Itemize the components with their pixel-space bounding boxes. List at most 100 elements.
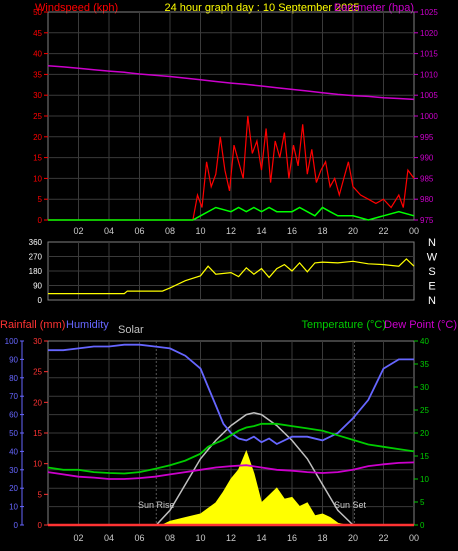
humidity-y-tick-label: 60: [9, 411, 18, 420]
temp-y-tick-label: 40: [420, 337, 429, 346]
wind-y-tick-label: 25: [33, 112, 42, 121]
wind-y-tick-label: 35: [33, 70, 42, 79]
temp-y-tick-label: 10: [420, 475, 429, 484]
rainfall-label: Rainfall (mm): [0, 319, 65, 331]
humidity-y-tick-label: 90: [9, 355, 18, 364]
x-tick-label: 18: [317, 533, 327, 543]
x-tick-label: 08: [165, 226, 175, 236]
x-tick-label: 06: [134, 226, 144, 236]
grid-lines: [48, 12, 414, 525]
humidity-y-tick-label: 80: [9, 374, 18, 383]
wind-y-tick-label: 40: [33, 50, 42, 59]
x-tick-label: 10: [195, 533, 205, 543]
barometer-title: Barometer (hpa): [334, 2, 414, 14]
baro-y-tick-label: 985: [420, 174, 434, 183]
temp-y-tick-label: 25: [420, 406, 429, 415]
x-tick-label: 22: [378, 533, 388, 543]
solar-radiation-area: [162, 449, 346, 526]
windspeed-line: [48, 115, 415, 221]
humidity-y-tick-label: 70: [9, 392, 18, 401]
x-tick-label: 20: [348, 226, 358, 236]
temp-y-tick-label: 35: [420, 360, 429, 369]
direction-y-tick-label: 270: [29, 253, 43, 262]
x-tick-label: 14: [256, 533, 266, 543]
humidity-y-tick-label: 20: [9, 484, 18, 493]
x-tick-label: 04: [104, 533, 114, 543]
humidity-y-tick-label: 0: [14, 521, 19, 530]
wind-y-tick-label: 5: [38, 195, 43, 204]
compass-label: E: [428, 281, 435, 293]
sunrise-label: Sun Rise: [138, 500, 175, 510]
sunset-label: Sun Set: [334, 500, 367, 510]
x-tick-label: 04: [104, 226, 114, 236]
compass-label: N: [428, 237, 436, 249]
temperature-label: Temperature (°C): [302, 319, 386, 331]
solar-max-curve: [155, 412, 354, 526]
x-tick-label: 00: [409, 226, 419, 236]
baro-y-tick-label: 990: [420, 154, 434, 163]
dewpoint-line: [47, 461, 415, 480]
direction-y-tick-label: 360: [29, 238, 43, 247]
direction-y-tick-label: 90: [33, 282, 42, 291]
rain-y-tick-label: 10: [33, 460, 42, 469]
temp-y-tick-label: 30: [420, 383, 429, 392]
x-tick-label: 12: [226, 226, 236, 236]
dewpoint-label: Dew Point (°C): [384, 319, 457, 331]
x-tick-label: 10: [195, 226, 205, 236]
baro-y-tick-label: 1015: [420, 50, 438, 59]
wind-y-tick-label: 0: [38, 216, 43, 225]
x-tick-label: 08: [165, 533, 175, 543]
humidity-label: Humidity: [66, 319, 109, 331]
solar-label: Solar: [118, 324, 144, 336]
wind-y-tick-label: 15: [33, 154, 42, 163]
humidity-y-tick-label: 30: [9, 466, 18, 475]
x-tick-label: 16: [287, 226, 297, 236]
rain-y-tick-label: 0: [38, 521, 43, 530]
baro-y-tick-label: 995: [420, 133, 434, 142]
compass-label: S: [428, 266, 435, 278]
x-tick-label: 14: [256, 226, 266, 236]
wind-y-tick-label: 50: [33, 8, 42, 17]
humidity-y-tick-label: 100: [5, 337, 19, 346]
wind-y-tick-label: 10: [33, 174, 42, 183]
compass-label: N: [428, 295, 436, 307]
temp-y-tick-label: 15: [420, 452, 429, 461]
baro-y-tick-label: 975: [420, 216, 434, 225]
x-tick-label: 12: [226, 533, 236, 543]
direction-y-tick-label: 0: [38, 296, 43, 305]
wind-gust-line: [48, 206, 415, 221]
compass-label: W: [427, 252, 438, 264]
humidity-y-tick-label: 10: [9, 503, 18, 512]
rain-y-tick-label: 25: [33, 368, 42, 377]
x-tick-label: 02: [73, 226, 83, 236]
baro-y-tick-label: 1020: [420, 29, 438, 38]
baro-y-tick-label: 1025: [420, 8, 438, 17]
barometer-line: [47, 64, 415, 101]
rain-y-tick-label: 15: [33, 429, 42, 438]
x-tick-label: 06: [134, 533, 144, 543]
x-tick-label: 16: [287, 533, 297, 543]
direction-y-tick-label: 180: [29, 267, 43, 276]
baro-y-tick-label: 1000: [420, 112, 438, 121]
x-tick-label: 00: [409, 533, 419, 543]
wind-y-tick-label: 20: [33, 133, 42, 142]
temp-y-tick-label: 0: [420, 521, 425, 530]
temp-y-tick-label: 5: [420, 498, 425, 507]
rain-y-tick-label: 20: [33, 398, 42, 407]
humidity-y-tick-label: 40: [9, 447, 18, 456]
graph-date-title: 24 hour graph day : 10 September 2025: [164, 2, 359, 14]
x-tick-label: 20: [348, 533, 358, 543]
baro-y-tick-label: 1005: [420, 91, 438, 100]
temperature-line: [47, 422, 415, 475]
x-tick-label: 18: [317, 226, 327, 236]
wind-y-tick-label: 30: [33, 91, 42, 100]
wind-direction-line: [48, 258, 415, 295]
x-tick-label: 22: [378, 226, 388, 236]
humidity-y-tick-label: 50: [9, 429, 18, 438]
rain-y-tick-label: 5: [38, 490, 43, 499]
temp-y-tick-label: 20: [420, 429, 429, 438]
wind-y-tick-label: 45: [33, 29, 42, 38]
